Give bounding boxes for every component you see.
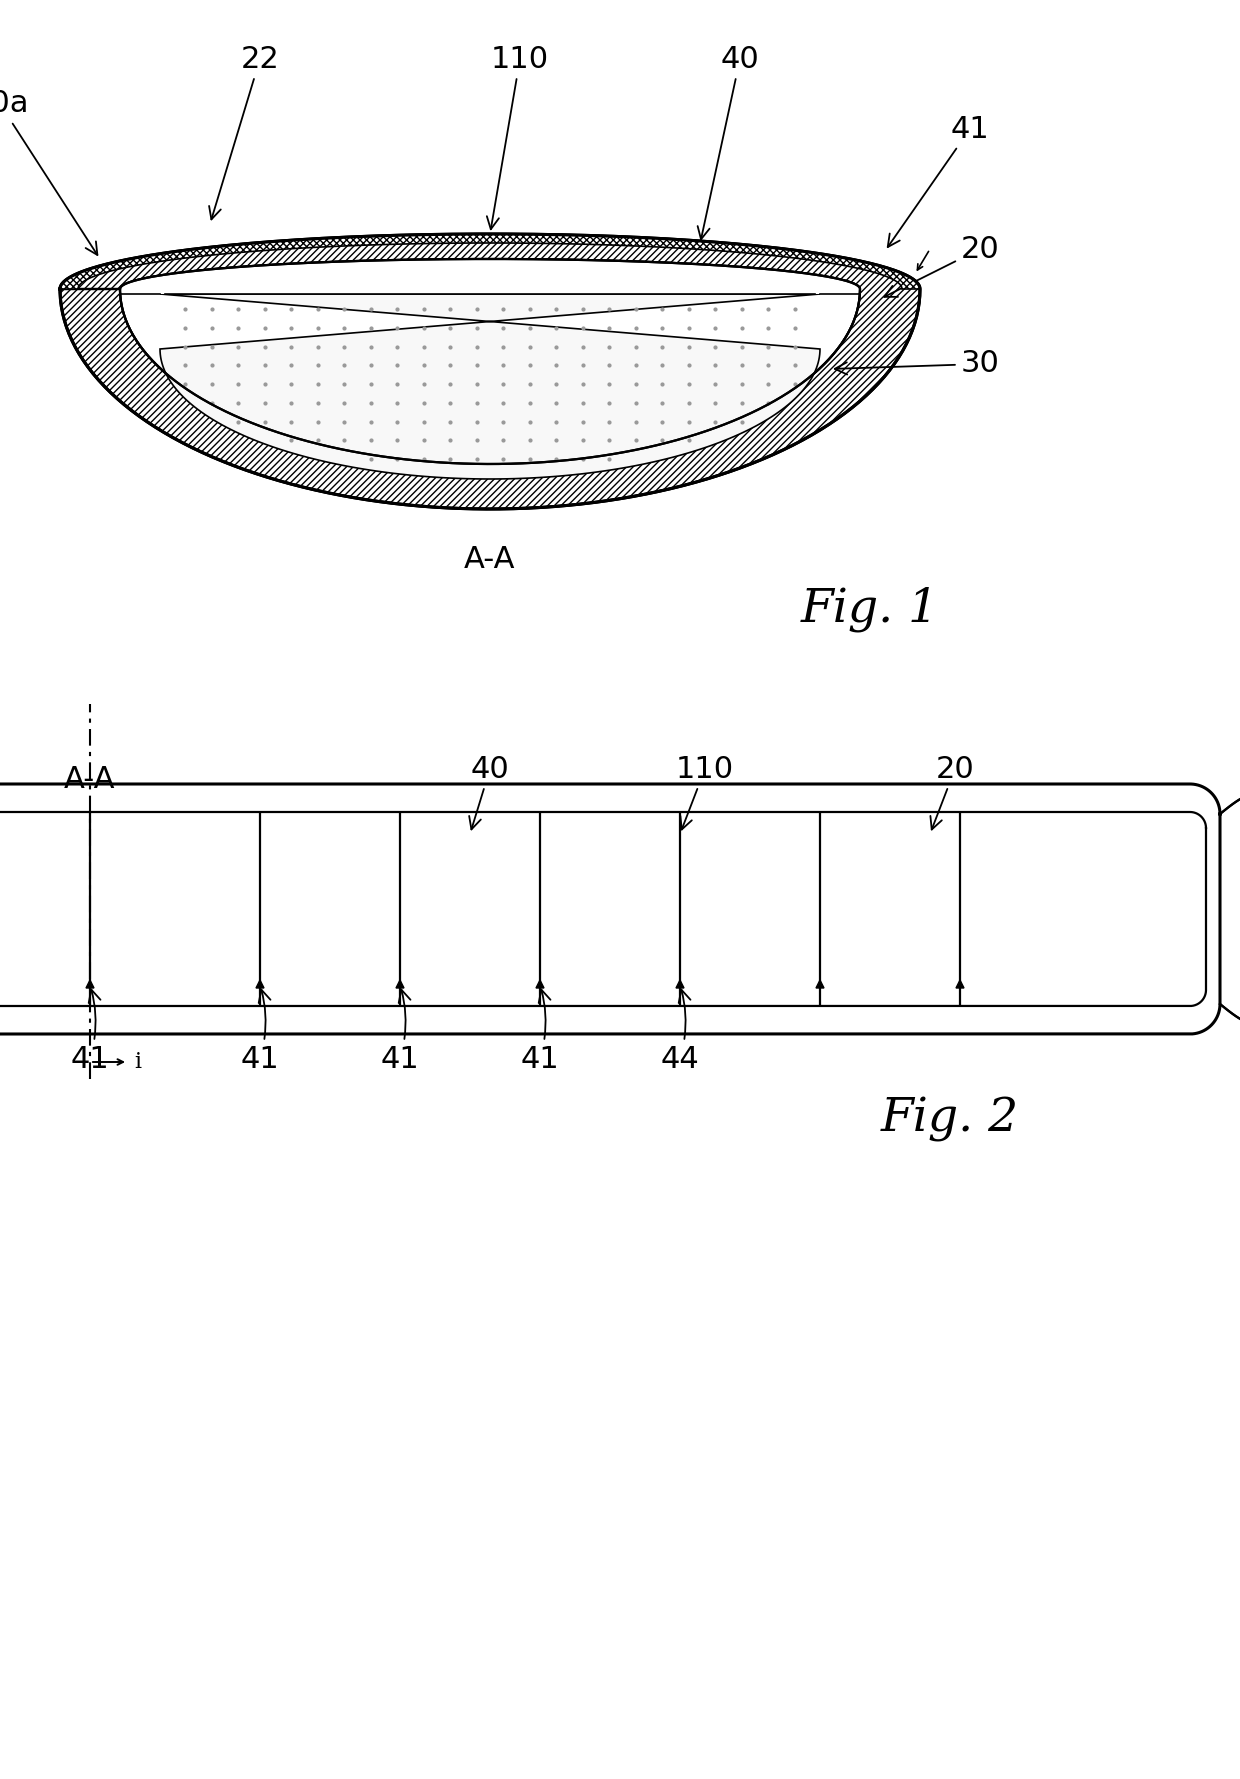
Text: 41: 41	[241, 989, 279, 1073]
Polygon shape	[120, 260, 861, 294]
Text: A-A: A-A	[464, 544, 516, 573]
Polygon shape	[0, 785, 1220, 1034]
Text: Fig. 2: Fig. 2	[880, 1096, 1019, 1142]
Text: A-A: A-A	[64, 765, 115, 793]
Text: 41: 41	[71, 989, 109, 1073]
Text: 30: 30	[835, 349, 999, 379]
Polygon shape	[86, 980, 94, 987]
Text: 110: 110	[487, 44, 549, 229]
Text: 41: 41	[381, 989, 419, 1073]
Text: 20: 20	[930, 754, 975, 829]
Text: Fig. 1: Fig. 1	[801, 587, 939, 632]
Polygon shape	[676, 980, 684, 987]
Polygon shape	[1220, 792, 1240, 1026]
Polygon shape	[60, 235, 920, 288]
Text: 40: 40	[469, 754, 510, 829]
Polygon shape	[60, 235, 920, 509]
Polygon shape	[536, 980, 544, 987]
Polygon shape	[160, 294, 820, 479]
Text: i: i	[134, 1051, 141, 1073]
Text: 20: 20	[884, 235, 999, 297]
Text: 110: 110	[676, 754, 734, 829]
Text: 44: 44	[661, 989, 699, 1073]
Text: 10a: 10a	[0, 89, 98, 254]
Polygon shape	[396, 980, 404, 987]
Polygon shape	[816, 980, 825, 987]
Polygon shape	[255, 980, 264, 987]
Text: 40: 40	[698, 44, 759, 240]
Polygon shape	[956, 980, 963, 987]
Text: 22: 22	[210, 44, 279, 219]
Text: 41: 41	[521, 989, 559, 1073]
Text: 41: 41	[888, 114, 990, 247]
